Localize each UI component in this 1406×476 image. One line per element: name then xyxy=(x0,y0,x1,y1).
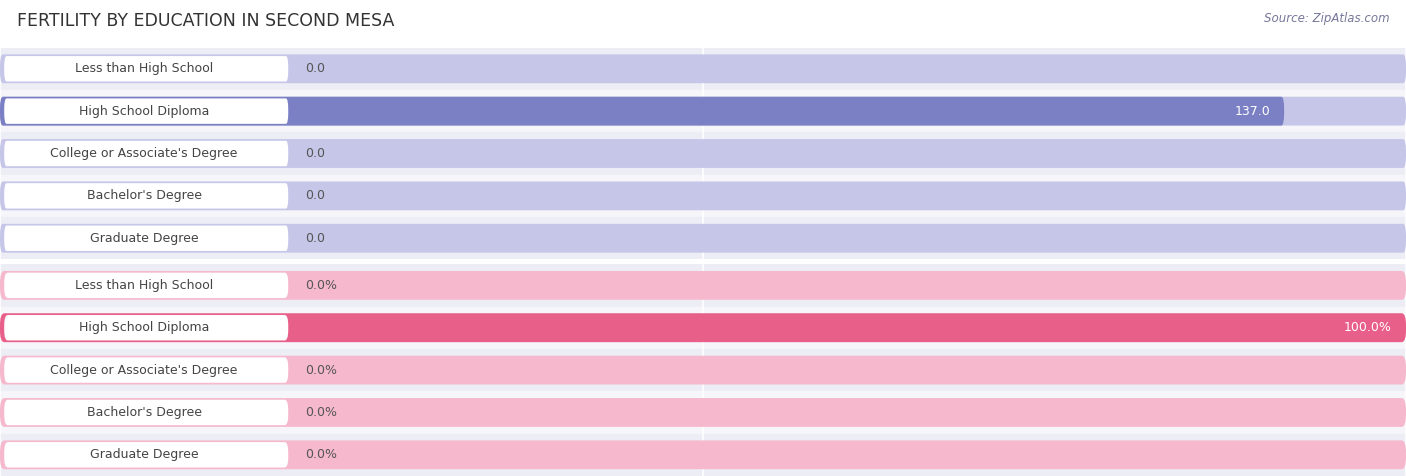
FancyBboxPatch shape xyxy=(4,273,288,298)
Text: 0.0: 0.0 xyxy=(305,147,325,160)
Bar xyxy=(0,349,1406,391)
Text: 0.0%: 0.0% xyxy=(305,364,337,377)
FancyBboxPatch shape xyxy=(0,54,1406,83)
FancyBboxPatch shape xyxy=(4,141,288,166)
FancyBboxPatch shape xyxy=(0,313,1406,342)
Bar xyxy=(0,391,1406,434)
FancyBboxPatch shape xyxy=(0,356,1406,385)
FancyBboxPatch shape xyxy=(0,97,1284,126)
Bar xyxy=(0,175,1406,217)
Text: Graduate Degree: Graduate Degree xyxy=(90,232,198,245)
Text: 0.0: 0.0 xyxy=(305,189,325,202)
Text: 137.0: 137.0 xyxy=(1234,105,1270,118)
Text: Graduate Degree: Graduate Degree xyxy=(90,448,198,461)
Bar xyxy=(0,217,1406,259)
FancyBboxPatch shape xyxy=(0,313,1406,342)
Text: 0.0: 0.0 xyxy=(305,62,325,75)
Text: 0.0%: 0.0% xyxy=(305,279,337,292)
Text: 0.0%: 0.0% xyxy=(305,406,337,419)
FancyBboxPatch shape xyxy=(4,357,288,383)
Text: High School Diploma: High School Diploma xyxy=(79,105,209,118)
Text: Bachelor's Degree: Bachelor's Degree xyxy=(87,406,201,419)
Bar xyxy=(0,132,1406,175)
FancyBboxPatch shape xyxy=(0,181,1406,210)
Text: College or Associate's Degree: College or Associate's Degree xyxy=(51,147,238,160)
FancyBboxPatch shape xyxy=(0,139,1406,168)
FancyBboxPatch shape xyxy=(4,315,288,340)
Bar xyxy=(0,90,1406,132)
FancyBboxPatch shape xyxy=(4,226,288,251)
Text: 100.0%: 100.0% xyxy=(1344,321,1392,334)
Text: 0.0%: 0.0% xyxy=(305,448,337,461)
Text: College or Associate's Degree: College or Associate's Degree xyxy=(51,364,238,377)
FancyBboxPatch shape xyxy=(0,440,1406,469)
FancyBboxPatch shape xyxy=(0,97,1406,126)
Bar xyxy=(0,434,1406,476)
FancyBboxPatch shape xyxy=(4,400,288,425)
FancyBboxPatch shape xyxy=(0,224,1406,253)
FancyBboxPatch shape xyxy=(4,99,288,124)
FancyBboxPatch shape xyxy=(4,56,288,81)
Text: 0.0: 0.0 xyxy=(305,232,325,245)
Text: Source: ZipAtlas.com: Source: ZipAtlas.com xyxy=(1264,12,1389,25)
Text: Less than High School: Less than High School xyxy=(75,279,214,292)
Text: High School Diploma: High School Diploma xyxy=(79,321,209,334)
FancyBboxPatch shape xyxy=(4,183,288,208)
Text: Less than High School: Less than High School xyxy=(75,62,214,75)
Text: Bachelor's Degree: Bachelor's Degree xyxy=(87,189,201,202)
FancyBboxPatch shape xyxy=(0,398,1406,427)
Bar xyxy=(0,307,1406,349)
Text: FERTILITY BY EDUCATION IN SECOND MESA: FERTILITY BY EDUCATION IN SECOND MESA xyxy=(17,12,394,30)
Bar xyxy=(0,48,1406,90)
FancyBboxPatch shape xyxy=(4,442,288,467)
FancyBboxPatch shape xyxy=(0,271,1406,300)
Bar xyxy=(0,264,1406,307)
